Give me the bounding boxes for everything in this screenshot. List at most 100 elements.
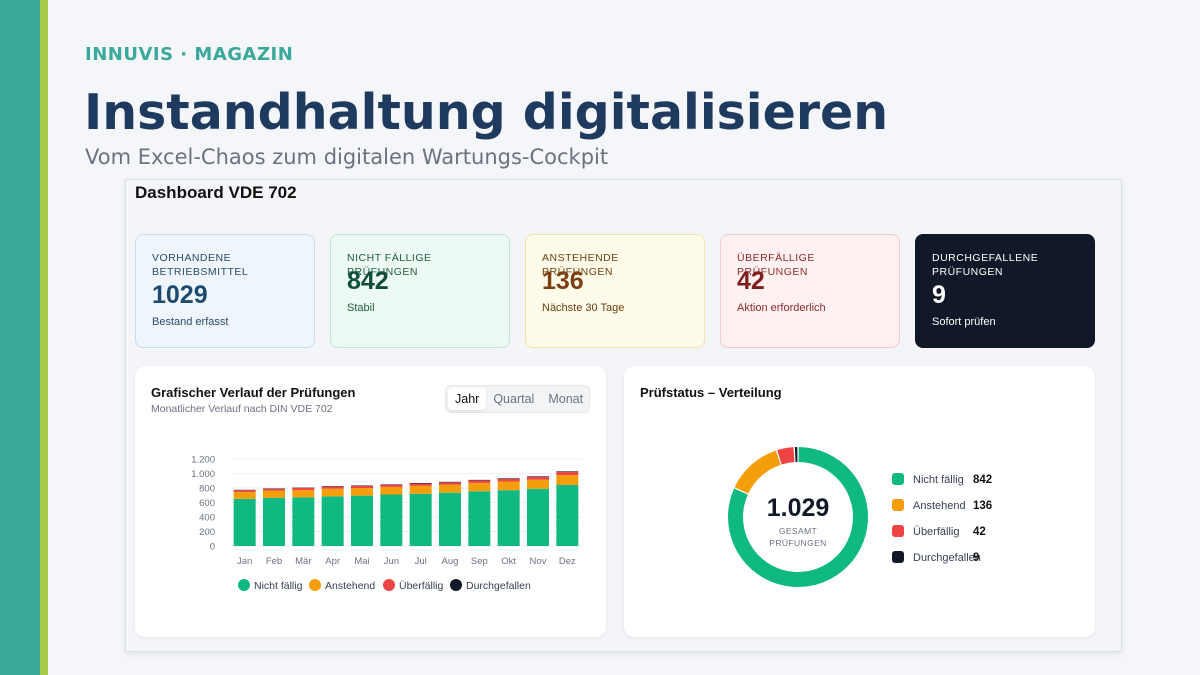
donut-segment bbox=[794, 447, 798, 463]
tabs: Jahr Quartal Monat bbox=[445, 385, 590, 413]
bar-segment bbox=[351, 495, 373, 546]
legend-value: 42 bbox=[973, 526, 986, 538]
legend-label: Überfällig bbox=[399, 580, 444, 592]
panel-title: Grafischer Verlauf der Prüfungen bbox=[151, 385, 356, 400]
y-tick-label: 600 bbox=[199, 498, 215, 509]
bar-segment bbox=[292, 488, 315, 491]
bar-segment bbox=[439, 481, 461, 483]
card-note: Sofort prüfen bbox=[932, 316, 996, 328]
bar-segment bbox=[439, 482, 461, 485]
bar-segment bbox=[380, 494, 403, 546]
card-value: 842 bbox=[347, 267, 389, 295]
bar-segment bbox=[527, 479, 549, 489]
y-tick-label: 0 bbox=[210, 542, 215, 553]
center-caption: GESAMT PRÜFUNGEN bbox=[769, 526, 827, 548]
card-value: 136 bbox=[542, 267, 584, 295]
stripe bbox=[0, 0, 40, 675]
legend-label: Durchgefallen bbox=[913, 552, 981, 564]
dashboard-title: Dashboard VDE 702 bbox=[135, 183, 297, 202]
x-tick-label: Nov bbox=[530, 556, 547, 567]
y-tick-label: 400 bbox=[199, 513, 215, 524]
stripe bbox=[40, 0, 48, 675]
legend-swatch bbox=[892, 551, 904, 563]
bar-segment bbox=[439, 484, 461, 493]
y-tick-label: 1.200 bbox=[191, 455, 215, 466]
card-note: Bestand erfasst bbox=[152, 316, 229, 328]
kpi-card: VORHANDENE BETRIEBSMITTEL 1029 Bestand erf… bbox=[135, 234, 315, 348]
kpi-card: ANSTEHENDE PRÜFUNGEN 136 Nächste 30 Tage bbox=[525, 234, 705, 348]
bar-segment bbox=[292, 490, 315, 498]
bar-segment bbox=[556, 471, 579, 473]
bar-segment bbox=[556, 475, 579, 485]
card-note: Stabil bbox=[347, 302, 375, 314]
card-label: NICHT FÄLLIGE PRÜFUNGEN bbox=[347, 252, 432, 278]
legend-swatch bbox=[309, 579, 321, 591]
bar-segment bbox=[468, 491, 491, 546]
bar-segment bbox=[409, 493, 432, 546]
legend-swatch bbox=[238, 579, 250, 591]
x-tick-label: Dez bbox=[559, 556, 576, 567]
bar-segment bbox=[263, 490, 285, 498]
legend-swatch bbox=[450, 579, 462, 591]
x-tick-label: Apr bbox=[325, 556, 340, 567]
bar-segment bbox=[263, 497, 285, 546]
legend-swatch bbox=[892, 499, 904, 511]
bar-segment bbox=[321, 488, 344, 497]
bar-segment bbox=[321, 486, 344, 489]
legend-label: Anstehend bbox=[913, 500, 966, 512]
bar-segment bbox=[351, 485, 373, 488]
x-tick-label: Aug bbox=[442, 556, 459, 567]
donut-segment bbox=[734, 450, 781, 494]
bar-segment bbox=[497, 478, 520, 482]
legend-swatch bbox=[892, 473, 904, 485]
kpi-card: ÜBERFÄLLIGE PRÜFUNGEN 42 Aktion erforderli… bbox=[720, 234, 900, 348]
card-note: Nächste 30 Tage bbox=[542, 302, 625, 314]
bar-segment bbox=[527, 476, 549, 477]
title: Instandhaltung digitalisieren bbox=[84, 84, 889, 141]
bar-segment bbox=[468, 480, 491, 483]
x-tick-label: Mai bbox=[354, 556, 369, 567]
card-label: ANSTEHENDE PRÜFUNGEN bbox=[542, 252, 619, 278]
bar-segment bbox=[380, 484, 403, 487]
legend-label: Nicht fällig bbox=[254, 580, 303, 592]
bar-segment bbox=[380, 486, 403, 495]
card-note: Aktion erforderlich bbox=[737, 302, 826, 314]
card-label: ÜBERFÄLLIGE PRÜFUNGEN bbox=[737, 252, 815, 278]
legend-label: Nicht fällig bbox=[913, 474, 964, 486]
x-tick-label: Jan bbox=[237, 556, 252, 567]
legend-label: Überfällig bbox=[913, 526, 959, 538]
legend-swatch bbox=[383, 579, 395, 591]
bar-segment bbox=[468, 479, 491, 481]
legend-value: 842 bbox=[973, 474, 992, 486]
card-value: 9 bbox=[932, 281, 946, 309]
card-value: 42 bbox=[737, 267, 765, 295]
x-tick-label: Feb bbox=[266, 556, 282, 567]
tab[interactable]: Jahr bbox=[448, 388, 487, 410]
tab[interactable]: Monat bbox=[548, 392, 584, 406]
bar-segment bbox=[263, 488, 285, 491]
bar-segment bbox=[233, 491, 256, 499]
legend-label: Durchgefallen bbox=[466, 580, 531, 592]
tab[interactable]: Quartal bbox=[493, 392, 535, 406]
bar-segment bbox=[321, 496, 344, 546]
legend-value: 136 bbox=[973, 500, 992, 512]
card-label: VORHANDENE BETRIEBSMITTEL bbox=[152, 252, 249, 278]
bar-segment bbox=[468, 482, 491, 492]
card-value: 1029 bbox=[152, 281, 208, 309]
legend-swatch bbox=[892, 525, 904, 537]
bar-segment bbox=[497, 478, 520, 479]
x-tick-label: Okt bbox=[501, 556, 516, 567]
donut-segment bbox=[777, 447, 795, 465]
kpi-card: NICHT FÄLLIGE PRÜFUNGEN 842 Stabil bbox=[330, 234, 510, 348]
y-tick-label: 800 bbox=[199, 484, 215, 495]
legend-value: 9 bbox=[973, 552, 979, 564]
brand: INNUVIS · MAGAZIN bbox=[85, 44, 294, 65]
bar-segment bbox=[439, 492, 461, 546]
bar-segment bbox=[292, 497, 315, 546]
center-label: 1.029 bbox=[767, 494, 830, 522]
panel-subtitle: Monatlicher Verlauf nach DIN VDE 702 bbox=[151, 403, 333, 415]
kpi-card: DURCHGEFALLENE PRÜFUNGEN 9 Sofort prüfen bbox=[915, 234, 1095, 348]
bar-segment bbox=[351, 488, 373, 496]
